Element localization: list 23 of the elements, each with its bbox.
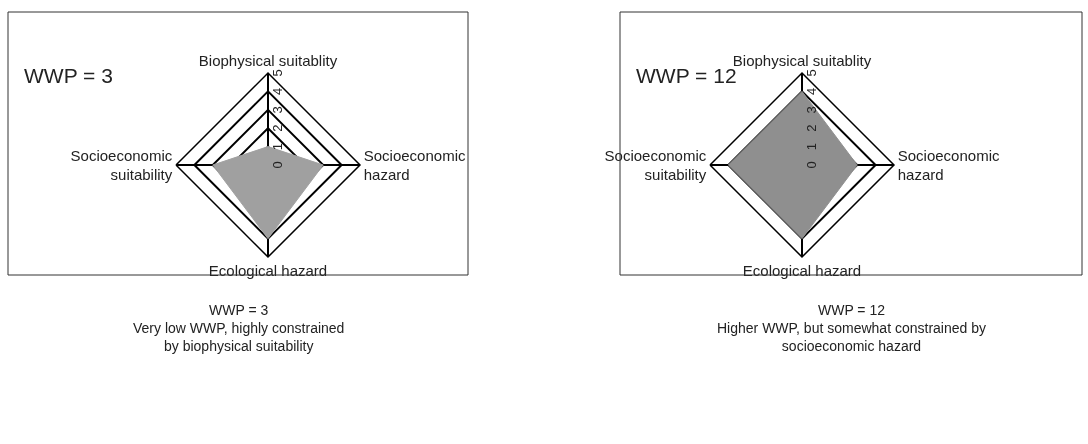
y-tick-label: 3 xyxy=(269,106,285,114)
y-tick-label: 5 xyxy=(269,69,285,77)
y-tick-label: 3 xyxy=(803,106,819,114)
y-tick-label: 2 xyxy=(803,124,819,132)
y-tick-label: 0 xyxy=(803,161,819,169)
y-tick-label: 2 xyxy=(269,124,285,132)
spoke-label: Socioeconomic hazard xyxy=(897,146,1000,183)
spoke-label: Ecological hazard xyxy=(208,261,328,279)
text: WWP = 12 Higher WWP, but somewhat constrained by socioeconomic hazard xyxy=(717,302,986,355)
y-tick-label: 4 xyxy=(803,87,819,96)
spoke-label: Biophysical suitablity xyxy=(732,52,872,70)
spoke-label: Ecological hazard xyxy=(742,261,862,279)
text: WWP = 3 xyxy=(24,64,113,87)
spoke-label: Biophysical suitablity xyxy=(198,52,338,70)
y-tick-label: 1 xyxy=(269,142,285,151)
y-tick-label: 0 xyxy=(269,161,285,169)
spoke-label: Socioeconomic suitability xyxy=(70,146,173,183)
spoke-label: Socioeconomic suitability xyxy=(604,146,707,183)
text: WWP = 3 Very low WWP, highly constrained by biophysical suitability xyxy=(133,302,345,355)
spoke-label: Socioeconomic hazard xyxy=(363,146,466,183)
y-tick-label: 5 xyxy=(803,69,819,77)
y-tick-label: 4 xyxy=(269,87,285,96)
y-tick-label: 1 xyxy=(803,142,819,151)
